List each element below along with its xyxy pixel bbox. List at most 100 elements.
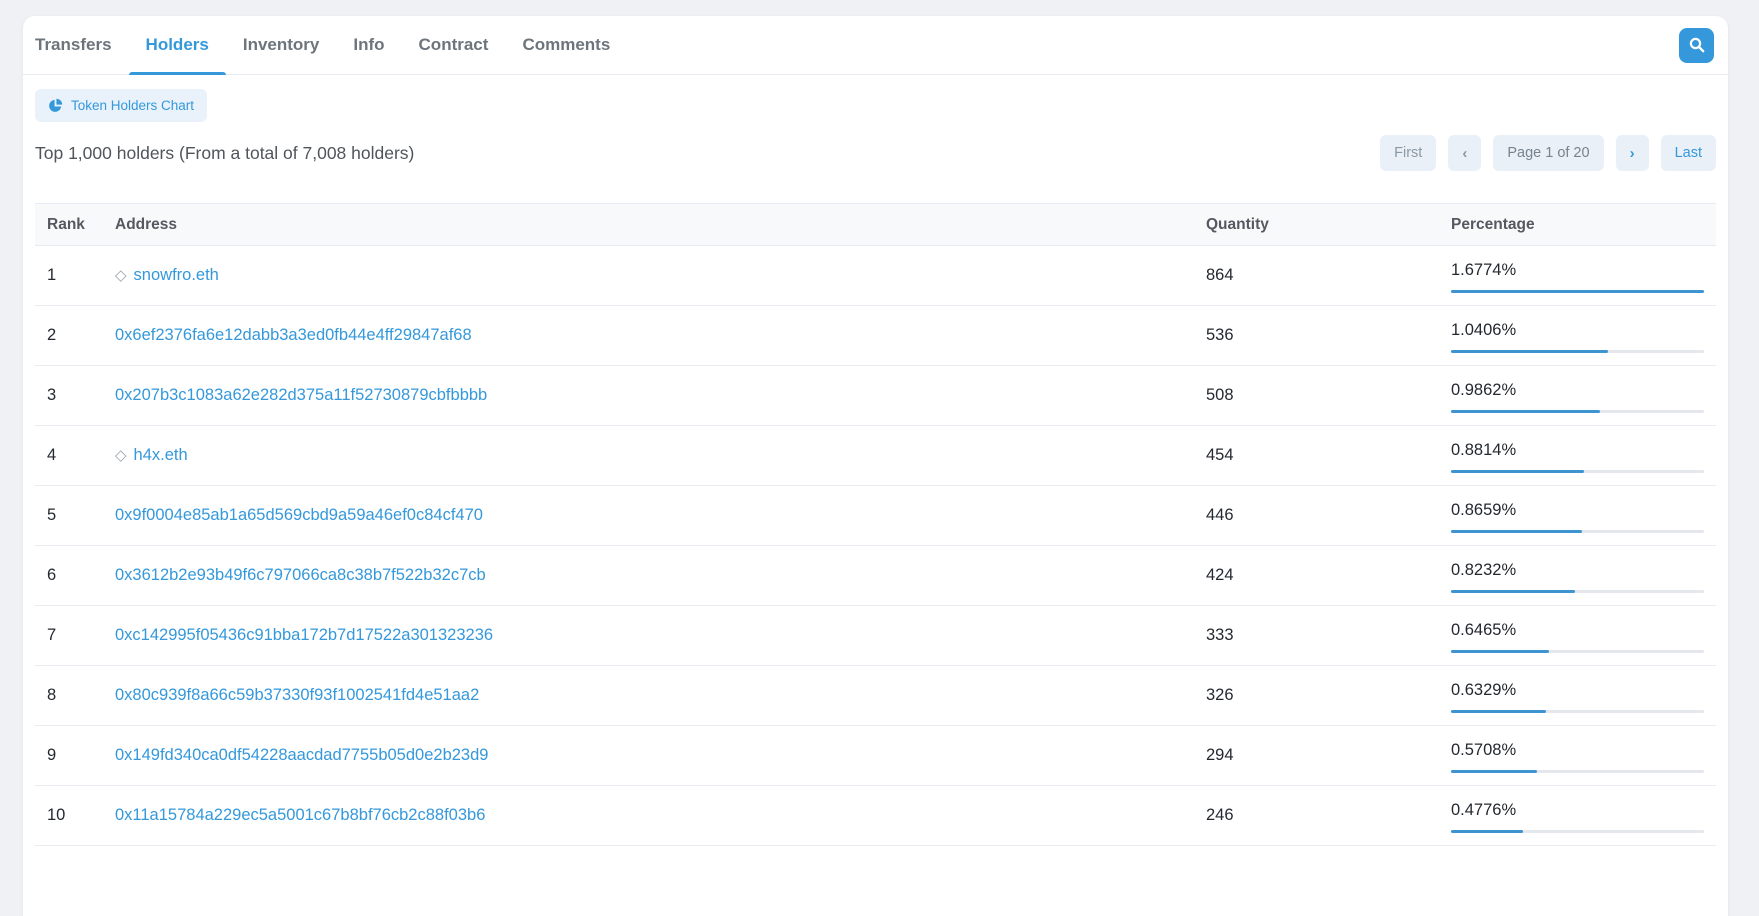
rank-cell: 5 xyxy=(35,485,115,546)
percentage-bar-fill xyxy=(1451,470,1584,473)
tab-bar: Transfers Holders Inventory Info Contrac… xyxy=(23,16,1728,75)
holder-row: 7 ◇0xc142995f05436c91bba172b7d17522a3013… xyxy=(35,605,1716,666)
percentage-cell: 0.8232% xyxy=(1439,545,1716,606)
holder-row: 10 ◇0x11a15784a229ec5a5001c67b8bf76cb2c8… xyxy=(35,785,1716,846)
pagination-last-button[interactable]: Last xyxy=(1660,135,1716,171)
pagination-next-button[interactable]: › xyxy=(1615,135,1649,171)
rank-cell: 2 xyxy=(35,305,115,366)
rank-value: 8 xyxy=(47,686,57,704)
holders-summary: Top 1,000 holders (From a total of 7,008… xyxy=(35,142,415,163)
address-link[interactable]: 0x207b3c1083a62e282d375a11f52730879cbfbb… xyxy=(115,386,488,404)
tab-holders[interactable]: Holders xyxy=(128,16,227,75)
address-link[interactable]: snowfro.eth xyxy=(133,266,219,284)
address-cell: ◇0x3612b2e93b49f6c797066ca8c38b7f522b32c… xyxy=(115,545,1194,606)
pagination-first-button[interactable]: First xyxy=(1380,135,1437,171)
percentage-bar-fill xyxy=(1451,530,1582,533)
percentage-value: 1.6774% xyxy=(1451,261,1517,279)
holder-row: 4 ◇ h4x.eth 454 0.8814% xyxy=(35,425,1716,486)
address-cell: ◇0x9f0004e85ab1a65d569cbd9a59a46ef0c84cf… xyxy=(115,485,1194,546)
rank-value: 2 xyxy=(47,326,57,344)
percentage-bar-track xyxy=(1451,410,1704,413)
percentage-cell: 0.6465% xyxy=(1439,605,1716,666)
percentage-value: 0.6329% xyxy=(1451,681,1517,699)
percentage-cell: 1.0406% xyxy=(1439,305,1716,366)
holder-row: 1 ◇ snowfro.eth 864 1.6774% xyxy=(35,245,1716,306)
tab-inventory[interactable]: Inventory xyxy=(242,35,320,54)
address-cell: ◇ snowfro.eth xyxy=(115,245,1194,306)
quantity-value: 294 xyxy=(1206,746,1234,764)
rank-cell: 6 xyxy=(35,545,115,606)
percentage-bar-fill xyxy=(1451,350,1608,353)
percentage-value: 1.0406% xyxy=(1451,321,1517,339)
rank-value: 9 xyxy=(47,746,57,764)
address-cell: ◇ h4x.eth xyxy=(115,425,1194,486)
rank-value: 4 xyxy=(47,446,57,464)
quantity-cell: 424 xyxy=(1194,545,1439,606)
tab-contract[interactable]: Contract xyxy=(418,35,489,54)
percentage-bar-fill xyxy=(1451,830,1524,833)
quantity-value: 508 xyxy=(1206,386,1234,404)
percentage-bar-fill xyxy=(1451,290,1704,293)
column-header-address: Address xyxy=(115,203,1194,246)
quantity-cell: 326 xyxy=(1194,665,1439,726)
quantity-cell: 454 xyxy=(1194,425,1439,486)
percentage-bar-fill xyxy=(1451,410,1600,413)
percentage-cell: 0.8814% xyxy=(1439,425,1716,486)
search-button[interactable] xyxy=(1679,27,1714,63)
percentage-bar-track xyxy=(1451,650,1704,653)
token-holders-chart-button[interactable]: Token Holders Chart xyxy=(35,89,208,122)
address-cell: ◇0x6ef2376fa6e12dabb3a3ed0fb44e4ff29847a… xyxy=(115,305,1194,366)
percentage-value: 0.8659% xyxy=(1451,501,1517,519)
address-link[interactable]: h4x.eth xyxy=(133,446,188,464)
chevron-right-icon: › xyxy=(1629,144,1635,162)
address-link[interactable]: 0xc142995f05436c91bba172b7d17522a3013232… xyxy=(115,626,494,644)
quantity-value: 446 xyxy=(1206,506,1234,524)
address-link[interactable]: 0x9f0004e85ab1a65d569cbd9a59a46ef0c84cf4… xyxy=(115,506,483,524)
pie-chart-icon xyxy=(48,98,63,113)
chevron-left-icon: ‹ xyxy=(1462,144,1468,162)
tab-info[interactable]: Info xyxy=(353,35,385,54)
percentage-cell: 0.8659% xyxy=(1439,485,1716,546)
percentage-bar-fill xyxy=(1451,590,1576,593)
quantity-cell: 508 xyxy=(1194,365,1439,426)
holders-content: Token Holders Chart Top 1,000 holders (F… xyxy=(23,75,1728,846)
rank-value: 1 xyxy=(47,266,57,284)
percentage-value: 0.6465% xyxy=(1451,621,1517,639)
percentage-value: 0.8232% xyxy=(1451,561,1517,579)
pagination-prev-button[interactable]: ‹ xyxy=(1448,135,1482,171)
percentage-cell: 1.6774% xyxy=(1439,245,1716,306)
holder-row: 3 ◇0x207b3c1083a62e282d375a11f52730879cb… xyxy=(35,365,1716,426)
percentage-bar-track xyxy=(1451,830,1704,833)
holder-row: 8 ◇0x80c939f8a66c59b37330f93f1002541fd4e… xyxy=(35,665,1716,726)
quantity-cell: 446 xyxy=(1194,485,1439,546)
percentage-bar-track xyxy=(1451,350,1704,353)
quantity-value: 864 xyxy=(1206,266,1234,284)
ens-diamond-icon: ◇ xyxy=(115,447,127,464)
address-link[interactable]: 0x149fd340ca0df54228aacdad7755b05d0e2b23… xyxy=(115,746,489,764)
quantity-value: 424 xyxy=(1206,566,1234,584)
percentage-cell: 0.5708% xyxy=(1439,725,1716,786)
rank-cell: 9 xyxy=(35,725,115,786)
quantity-value: 246 xyxy=(1206,806,1234,824)
address-link[interactable]: 0x3612b2e93b49f6c797066ca8c38b7f522b32c7… xyxy=(115,566,486,584)
percentage-bar-fill xyxy=(1451,710,1547,713)
percentage-value: 0.9862% xyxy=(1451,381,1517,399)
search-icon xyxy=(1689,37,1705,53)
percentage-cell: 0.6329% xyxy=(1439,665,1716,726)
rank-cell: 8 xyxy=(35,665,115,726)
quantity-value: 326 xyxy=(1206,686,1234,704)
rank-cell: 10 xyxy=(35,785,115,846)
address-link[interactable]: 0x80c939f8a66c59b37330f93f1002541fd4e51a… xyxy=(115,686,480,704)
address-link[interactable]: 0x6ef2376fa6e12dabb3a3ed0fb44e4ff29847af… xyxy=(115,326,472,344)
address-cell: ◇0x80c939f8a66c59b37330f93f1002541fd4e51… xyxy=(115,665,1194,726)
rank-value: 10 xyxy=(47,806,66,824)
rank-value: 6 xyxy=(47,566,57,584)
rank-cell: 7 xyxy=(35,605,115,666)
tab-comments[interactable]: Comments xyxy=(522,35,611,54)
pagination: First ‹ Page 1 of 20 › Last xyxy=(1380,135,1716,171)
tabs-nav: Transfers Holders Inventory Info Contrac… xyxy=(35,16,627,75)
holder-row: 9 ◇0x149fd340ca0df54228aacdad7755b05d0e2… xyxy=(35,725,1716,786)
tab-transfers[interactable]: Transfers xyxy=(35,35,112,54)
address-link[interactable]: 0x11a15784a229ec5a5001c67b8bf76cb2c88f03… xyxy=(115,806,486,824)
quantity-value: 536 xyxy=(1206,326,1234,344)
